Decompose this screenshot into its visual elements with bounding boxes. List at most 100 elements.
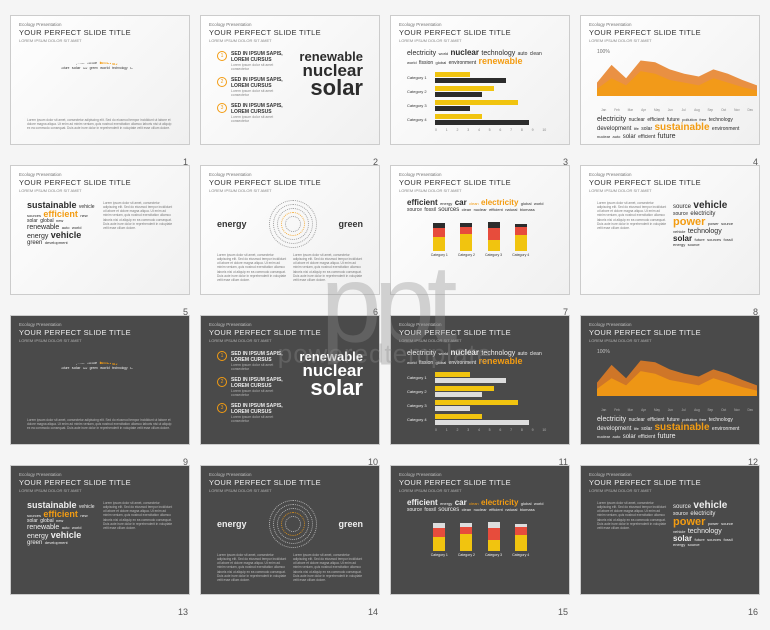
bullet-text: SED IN IPSUM SAPIS, LOREM CURSUSLorem ip… bbox=[231, 377, 287, 397]
wc-word: source bbox=[688, 543, 700, 547]
spiral-right: green bbox=[338, 519, 363, 529]
spiral-graphic bbox=[268, 499, 318, 549]
slide-thumbnail[interactable]: Ecology Presentation YOUR PERFECT SLIDE … bbox=[390, 165, 570, 295]
area-chart-svg bbox=[597, 56, 757, 106]
word-cloud: electricity world nuclear technology aut… bbox=[407, 49, 553, 66]
slide-cell: Ecology Presentation YOUR PERFECT SLIDE … bbox=[580, 315, 760, 455]
vbar bbox=[515, 224, 527, 251]
wc-word: power bbox=[151, 66, 160, 70]
vbar-segment bbox=[460, 227, 472, 234]
wc-word: sources bbox=[438, 507, 459, 513]
area-months: JanFebMarAprMayJunJulAugSepOctNovDec bbox=[597, 108, 757, 112]
wc-word: vehicle bbox=[162, 66, 172, 70]
slide-header: Ecology Presentation YOUR PERFECT SLIDE … bbox=[391, 466, 569, 495]
slide-thumbnail[interactable]: Ecology Presentation YOUR PERFECT SLIDE … bbox=[10, 165, 190, 295]
slide-body: efficient energy car clean electricity g… bbox=[391, 495, 569, 563]
vbar-group: Category 4 bbox=[512, 224, 529, 257]
wc-word: solar bbox=[641, 127, 652, 132]
wc-word: clean bbox=[462, 508, 472, 512]
hbar-bar bbox=[435, 78, 506, 83]
wc-word: car bbox=[455, 199, 467, 207]
bullet-text: SED IN IPSUM SAPIS, LOREM CURSUSLorem ip… bbox=[231, 351, 287, 371]
slide-header: Ecology Presentation YOUR PERFECT SLIDE … bbox=[581, 316, 759, 345]
vbar-segment bbox=[488, 528, 500, 539]
slide-thumbnail[interactable]: Ecology Presentation YOUR PERFECT SLIDE … bbox=[200, 165, 380, 295]
wc-word: green bbox=[165, 355, 173, 359]
vbar-segment bbox=[488, 240, 500, 251]
vbar-group: Category 1 bbox=[431, 223, 448, 257]
wc-word: clean bbox=[462, 208, 472, 212]
vbar bbox=[488, 522, 500, 551]
slide-thumbnail[interactable]: Ecology Presentation YOUR PERFECT SLIDE … bbox=[580, 165, 760, 295]
wc-word: power bbox=[76, 61, 85, 65]
wc-word: environment bbox=[449, 61, 477, 66]
slide-thumbnail[interactable]: Ecology Presentation YOUR PERFECT SLIDE … bbox=[390, 465, 570, 595]
slide-cell: Ecology Presentation YOUR PERFECT SLIDE … bbox=[580, 465, 760, 605]
wc-word: energy bbox=[673, 543, 685, 547]
slide-thumbnail[interactable]: Ecology Presentation YOUR PERFECT SLIDE … bbox=[10, 315, 190, 445]
wc-word: fossil bbox=[47, 355, 54, 359]
hbar-row: Category 4 bbox=[407, 114, 553, 125]
wc-word: nuclear bbox=[629, 118, 645, 123]
slide-body: electricity world nuclear technology aut… bbox=[391, 45, 569, 138]
wc-word: electricity bbox=[70, 355, 87, 359]
slide-body: 100%JanFebMarAprMayJunJulAugSepOctNovDec… bbox=[581, 45, 759, 144]
slide-thumbnail[interactable]: Ecology Presentation YOUR PERFECT SLIDE … bbox=[580, 15, 760, 145]
wc-word: future bbox=[61, 66, 69, 70]
slide-header: Ecology Presentation YOUR PERFECT SLIDE … bbox=[11, 166, 189, 195]
wc-word: clean bbox=[530, 52, 542, 57]
slide-cell: Ecology Presentation YOUR PERFECT SLIDE … bbox=[390, 465, 570, 605]
vbar bbox=[460, 223, 472, 251]
big-word: solar bbox=[293, 78, 363, 98]
wc-word: source bbox=[721, 522, 733, 526]
wc-word: technology bbox=[112, 66, 127, 70]
slide-thumbnail[interactable]: Ecology Presentation YOUR PERFECT SLIDE … bbox=[200, 15, 380, 145]
wc-word: sustainable bbox=[655, 423, 710, 433]
slide-title: YOUR PERFECT SLIDE TITLE bbox=[399, 478, 561, 487]
wc-word: power bbox=[151, 366, 160, 370]
slide-thumbnail[interactable]: Ecology Presentation YOUR PERFECT SLIDE … bbox=[390, 315, 570, 445]
slide-subtitle: LOREM IPSUM DOLOR SIT AMET bbox=[209, 488, 371, 493]
wc-word: electricity bbox=[481, 199, 518, 207]
bullet-text: SED IN IPSUM SAPIS, LOREM CURSUSLorem ip… bbox=[231, 51, 287, 71]
wc-word: car bbox=[455, 499, 467, 507]
slide-thumbnail[interactable]: Ecology Presentation YOUR PERFECT SLIDE … bbox=[10, 15, 190, 145]
hbar-bar bbox=[435, 400, 518, 405]
wc-word: technology bbox=[709, 418, 733, 423]
hbar-label: Category 1 bbox=[407, 75, 432, 80]
hbar-row: Category 1 bbox=[407, 72, 553, 83]
word-cloud: sustainable vehicle sources efficient ne… bbox=[27, 201, 97, 246]
slide-thumbnail[interactable]: Ecology Presentation YOUR PERFECT SLIDE … bbox=[200, 465, 380, 595]
wc-word: world bbox=[407, 361, 417, 365]
wc-word: sources bbox=[438, 207, 459, 213]
wc-word: vehicle bbox=[693, 201, 727, 211]
wc-word: nuclear bbox=[474, 208, 487, 212]
slide-number: 14 bbox=[368, 607, 378, 617]
spiral-graphic bbox=[268, 199, 318, 249]
slide-thumbnail[interactable]: Ecology Presentation YOUR PERFECT SLIDE … bbox=[10, 465, 190, 595]
wc-word: nuclear bbox=[102, 355, 115, 359]
wc-word: vehicle bbox=[693, 501, 727, 511]
wc-word: sustainable bbox=[655, 123, 710, 133]
hbar-row: Category 1 bbox=[407, 372, 553, 383]
hbar-bar bbox=[435, 414, 482, 419]
slide-cell: Ecology Presentation YOUR PERFECT SLIDE … bbox=[200, 465, 380, 605]
slide-thumbnail[interactable]: Ecology Presentation YOUR PERFECT SLIDE … bbox=[390, 15, 570, 145]
slide-cell: Ecology Presentation YOUR PERFECT SLIDE … bbox=[390, 15, 570, 155]
wc-word: nuclear bbox=[629, 418, 645, 423]
slide-body: 1 SED IN IPSUM SAPIS, LOREM CURSUSLorem … bbox=[201, 345, 379, 435]
slide-thumbnail[interactable]: Ecology Presentation YOUR PERFECT SLIDE … bbox=[580, 465, 760, 595]
wc-word: efficient bbox=[407, 499, 438, 507]
wc-word: sources bbox=[162, 361, 173, 365]
slide-thumbnail[interactable]: Ecology Presentation YOUR PERFECT SLIDE … bbox=[200, 315, 380, 445]
spiral-ring bbox=[285, 516, 301, 532]
hbar-bar bbox=[435, 406, 470, 411]
wc-word: green bbox=[90, 366, 98, 370]
vbar-chart: Category 1 Category 2 Category 3 Categor… bbox=[407, 219, 553, 257]
wc-word: world bbox=[25, 60, 35, 65]
slide-thumbnail[interactable]: Ecology Presentation YOUR PERFECT SLIDE … bbox=[580, 315, 760, 445]
wc-word: electricity bbox=[407, 350, 436, 357]
car-wordcloud: Energy fossil Clean electricity sources … bbox=[25, 55, 175, 110]
vbar-segment bbox=[460, 534, 472, 551]
slide-subtitle: LOREM IPSUM DOLOR SIT AMET bbox=[19, 488, 181, 493]
